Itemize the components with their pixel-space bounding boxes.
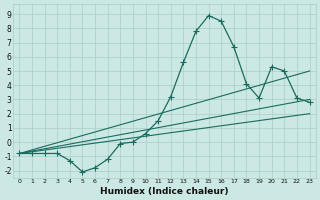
X-axis label: Humidex (Indice chaleur): Humidex (Indice chaleur) (100, 187, 229, 196)
